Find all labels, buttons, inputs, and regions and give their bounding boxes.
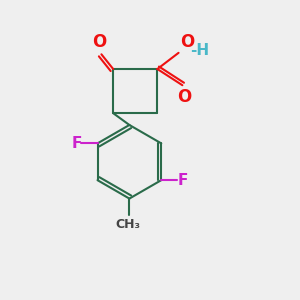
Text: F: F [71, 136, 82, 151]
Text: O: O [178, 88, 192, 106]
Text: F: F [177, 173, 188, 188]
Text: O: O [180, 33, 194, 51]
Text: O: O [92, 33, 106, 51]
Text: -H: -H [190, 43, 209, 58]
Text: CH₃: CH₃ [116, 218, 140, 231]
